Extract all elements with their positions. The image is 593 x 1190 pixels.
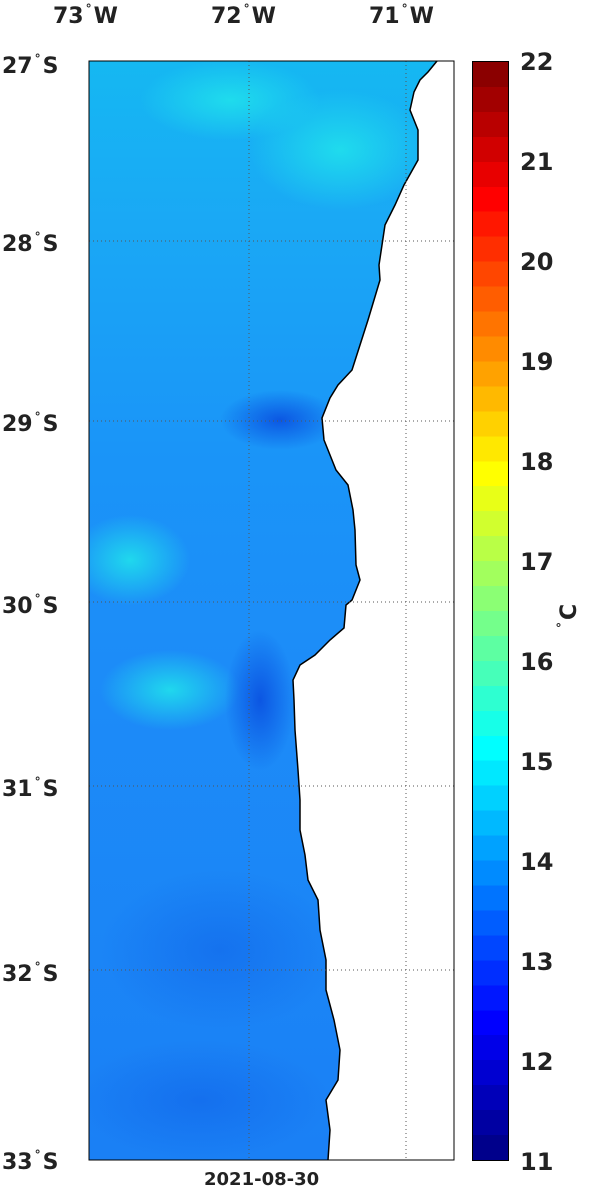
lat-label-29s: 29 °S: [2, 410, 59, 437]
colorbar-tick: 18: [520, 448, 554, 476]
lat-label-31s: 31 °S: [2, 775, 59, 802]
colorbar: [472, 61, 509, 1161]
lon-label-72w: 72 °W: [211, 2, 276, 29]
colorbar-tick: 15: [520, 748, 554, 776]
date-label: 2021-08-30: [204, 1169, 320, 1190]
colorbar-tick: 19: [520, 348, 554, 376]
colorbar-tick: 21: [520, 148, 554, 176]
lat-label-28s: 28 °S: [2, 230, 59, 257]
colorbar-tick: 20: [520, 248, 554, 276]
colorbar-tick: 14: [520, 848, 554, 876]
lat-label-30s: 30 °S: [2, 592, 59, 619]
colorbar-tick: 13: [520, 948, 554, 976]
lat-label-32s: 32 °S: [2, 960, 59, 987]
colorbar-tick: 12: [520, 1048, 554, 1076]
colorbar-tick: 11: [520, 1148, 554, 1176]
colorbar-tick: 16: [520, 648, 554, 676]
lat-label-33s: 33 °S: [2, 1148, 59, 1175]
lon-label-71w: 71 °W: [369, 2, 434, 29]
lat-label-27s: 27 °S: [2, 52, 59, 79]
colorbar-unit-label: °C: [555, 603, 582, 628]
colorbar-tick: 17: [520, 548, 554, 576]
colorbar-tick: 22: [520, 48, 554, 76]
lon-label-73w: 73 °W: [53, 2, 118, 29]
